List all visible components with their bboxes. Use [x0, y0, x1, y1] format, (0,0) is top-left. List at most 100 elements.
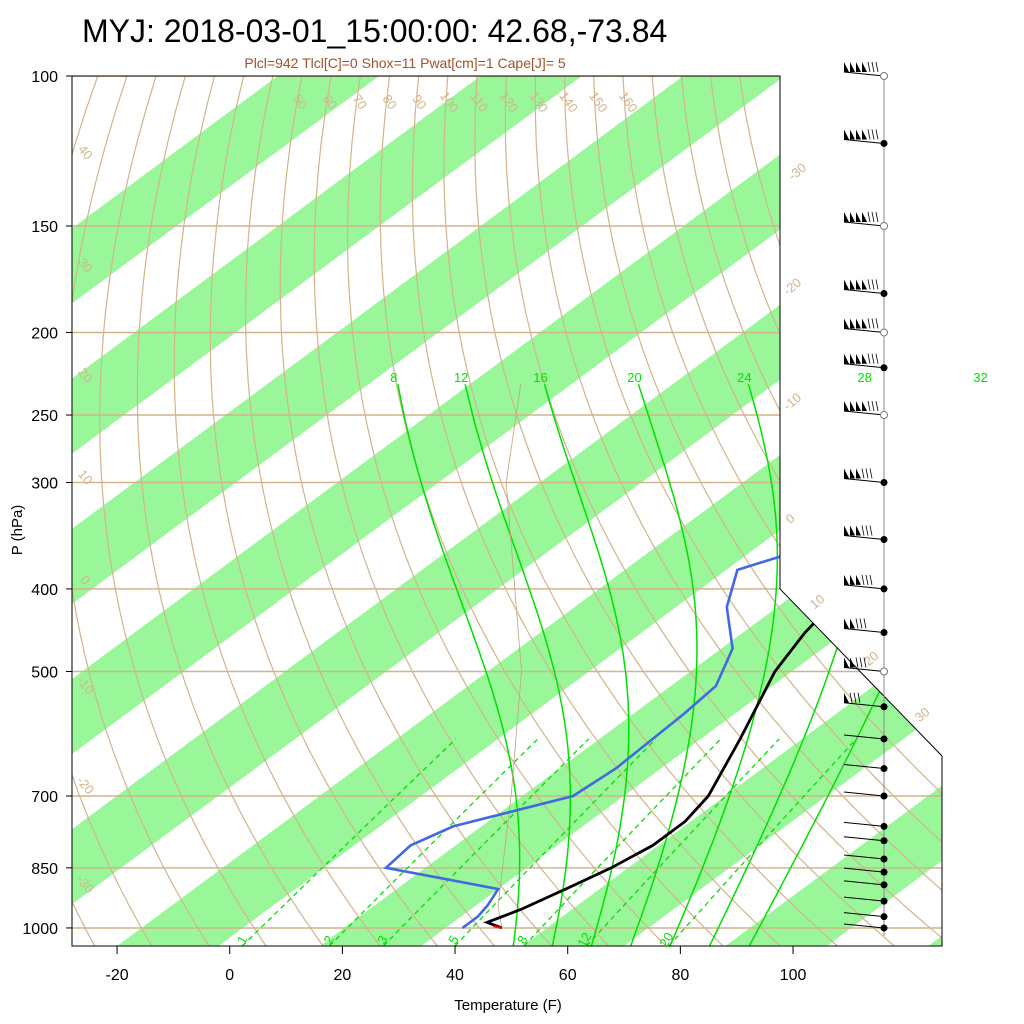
wind-feather [863, 618, 867, 629]
wind-flag [862, 318, 867, 329]
wind-flag [850, 574, 855, 585]
wind-level-open-dot [880, 411, 888, 420]
plot-frame [71, 75, 943, 947]
isotherm-label: 30 [912, 704, 933, 725]
wind-feather [875, 61, 879, 73]
wind-barb [843, 363, 885, 369]
wind-flag [856, 129, 861, 140]
dry-adiabat-label: 150 [586, 89, 611, 115]
wind-flag [844, 62, 849, 72]
isotherm-label: 0 [783, 510, 798, 526]
mixing-ratio-line [328, 738, 539, 946]
mixing-ratio-label: 12 [574, 930, 594, 950]
wind-feather [849, 692, 853, 703]
moist-adiabat [397, 384, 521, 946]
isotherm-label: 10 [75, 467, 96, 488]
wind-flag [856, 318, 861, 329]
wind-flag [856, 279, 861, 290]
wind-feather [875, 353, 879, 364]
x-axis-label: Temperature (F) [454, 997, 562, 1014]
wind-barb [843, 71, 885, 77]
wind-flag [844, 212, 849, 223]
x-tick-label: 40 [446, 967, 464, 984]
wind-feather [875, 400, 879, 412]
wind-barb [843, 477, 885, 483]
wind-flag [856, 353, 861, 364]
wind-feather [871, 61, 875, 73]
isotherm-band [928, 76, 942, 946]
dry-adiabat [313, 76, 610, 946]
wind-flag [844, 401, 849, 412]
dry-adiabat [651, 76, 942, 946]
wind-barb [843, 764, 885, 770]
wind-feather [875, 211, 879, 223]
isotherm-band [72, 76, 785, 946]
dry-adiabat [209, 76, 438, 946]
dry-adiabat-label: 90 [409, 92, 430, 112]
wind-flag [844, 692, 849, 703]
dewpoint-profile [383, 76, 942, 929]
wind-feather [875, 129, 879, 140]
moist-adiabat-label: 8 [390, 370, 397, 385]
wind-feather [859, 618, 863, 629]
wind-flag [850, 657, 855, 668]
wind-level-open-dot [880, 328, 888, 337]
dry-adiabat [622, 76, 942, 946]
wind-feather [861, 468, 865, 479]
dry-adiabat-label: 80 [379, 92, 400, 112]
isobar-lines [72, 76, 942, 929]
mixing-ratio-label: 20 [656, 930, 676, 950]
wind-feather [871, 129, 875, 140]
isotherm-band [72, 76, 582, 946]
mixing-ratio-line [586, 738, 780, 946]
mixing-ratio-lines [241, 738, 857, 946]
dry-adiabat [72, 76, 210, 946]
wind-feather [863, 657, 867, 668]
wind-barb [843, 221, 885, 227]
wind-feather [865, 574, 869, 586]
dry-adiabat [173, 76, 381, 946]
wind-feather [875, 279, 879, 290]
dry-adiabat [72, 76, 153, 946]
dry-adiabat [534, 76, 942, 946]
wind-feather [871, 400, 875, 412]
wind-flag [850, 401, 855, 412]
wind-feather [855, 657, 859, 668]
moist-adiabat-label: 24 [737, 370, 751, 385]
dry-adiabat-label: 60 [320, 92, 341, 112]
wind-feather [861, 574, 865, 586]
dry-adiabat [593, 76, 942, 946]
y-tick-label: 500 [31, 664, 58, 681]
wind-flag [844, 353, 849, 364]
dry-adiabat-label: 70 [350, 92, 371, 112]
wind-feather [871, 211, 875, 223]
moist-adiabat-label: 32 [973, 370, 987, 385]
y-tick-label: 200 [31, 325, 58, 342]
wind-barb [843, 666, 885, 672]
y-axis: 100 150 200 250 300 400 500 700 850 1000 [22, 69, 72, 938]
wind-feather [861, 525, 865, 536]
temperature-profile [483, 76, 942, 930]
moist-adiabat-label: 20 [627, 370, 641, 385]
wind-flag [844, 468, 849, 479]
wind-barb [843, 584, 885, 590]
wind-flag [850, 279, 855, 290]
wind-flag [844, 279, 849, 290]
dry-adiabat [244, 76, 496, 946]
chart-subtitle: Plcl=942 Tlcl[C]=0 Shox=11 Pwat[cm]=1 Ca… [244, 55, 565, 71]
wind-feather [869, 574, 873, 586]
dry-adiabat [474, 76, 895, 946]
wind-barb [843, 912, 885, 918]
wind-flag [862, 279, 867, 290]
y-tick-label: 250 [31, 408, 58, 425]
isotherm-label: -20 [780, 275, 804, 299]
wind-barb [843, 288, 885, 294]
moist-adiabat [543, 383, 630, 946]
wind-level-open-dot [880, 667, 888, 676]
wind-feather [867, 279, 871, 290]
dry-adiabat [411, 76, 781, 946]
wind-feather [855, 618, 859, 629]
isotherm-band [522, 76, 942, 946]
wind-feather [871, 353, 875, 364]
x-tick-label: 0 [225, 967, 234, 984]
